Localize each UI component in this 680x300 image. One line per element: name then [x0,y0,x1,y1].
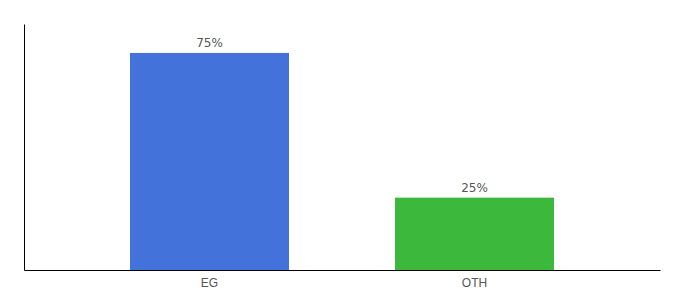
y-axis-line [24,25,25,271]
x-axis-line [25,270,661,271]
data-labels: 75% 25% [196,36,488,195]
bar [395,198,554,270]
x-tick: EG [201,276,218,290]
plot: EG OTH 75% 25% [25,25,661,290]
x-tick: OTH [462,276,487,290]
x-tick-label: EG [201,276,218,290]
chart: EG OTH 75% 25% [0,0,680,300]
data-label: 25% [461,181,488,195]
data-label: 75% [196,36,223,50]
bar [130,53,289,270]
y-axis [24,25,25,271]
x-tick-label: OTH [462,276,487,290]
bars [130,53,554,270]
x-axis: EG OTH [25,271,661,290]
